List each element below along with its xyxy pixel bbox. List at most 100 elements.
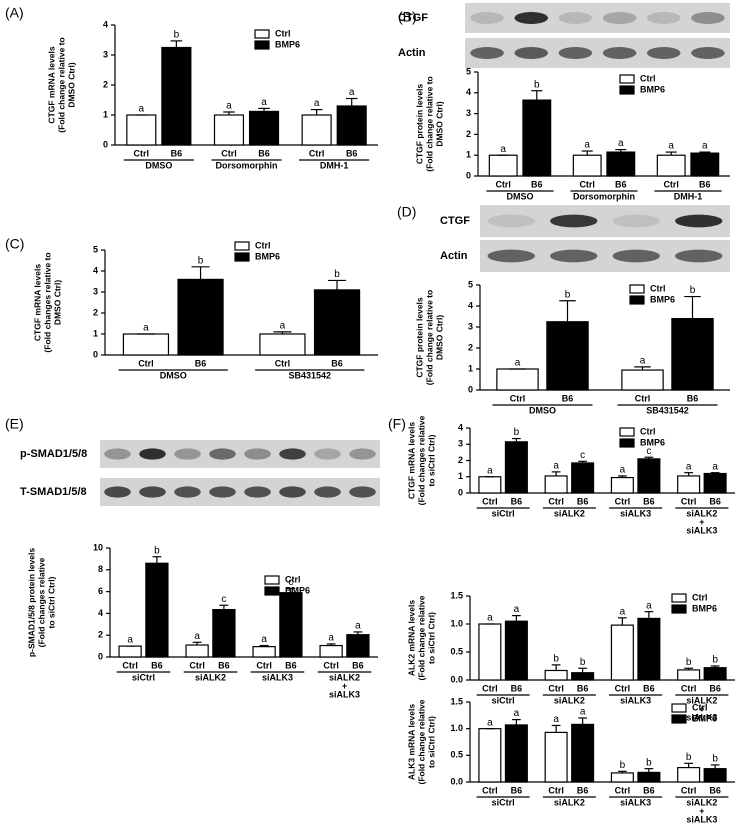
group-label: SB431542 [288, 370, 331, 380]
significance-letter: a [553, 461, 559, 472]
y-axis-label: (Fold changes relative [416, 415, 426, 505]
group-label: siCtrl [492, 508, 515, 518]
bar [478, 728, 502, 783]
legend-label: BMP6 [640, 84, 665, 94]
significance-letter: c [288, 577, 293, 588]
y-axis-label: DMSO Ctrl) [434, 101, 444, 147]
legend-swatch [671, 593, 687, 603]
bar [319, 644, 343, 658]
blot-band [314, 448, 341, 460]
blot-band [558, 12, 593, 24]
blot-label: Actin [398, 47, 426, 59]
x-tick-label: Ctrl [482, 785, 498, 795]
x-tick-label: Ctrl [495, 179, 511, 189]
significance-letter: a [702, 141, 708, 152]
y-tick-label: 8 [98, 564, 103, 574]
y-axis-label: CTGF mRNA levels [406, 422, 416, 499]
bar [572, 154, 602, 177]
group-label: siALK3 [686, 814, 717, 824]
legend-label: Ctrl [640, 73, 656, 83]
significance-letter: a [553, 714, 559, 725]
blot-label: p-SMAD1/5/8 [20, 448, 87, 460]
x-tick-label: Ctrl [221, 148, 237, 158]
x-tick-label: B6 [511, 785, 523, 795]
y-tick-label: 0.0 [450, 674, 463, 684]
group-label: siALK3 [620, 695, 651, 705]
significance-letter: b [198, 255, 204, 266]
group-label: siALK2 [686, 695, 717, 705]
blot-band [244, 448, 271, 460]
bar [637, 458, 661, 494]
bar [279, 592, 303, 658]
group-label: DMSO [507, 191, 534, 201]
significance-letter: b [154, 545, 160, 556]
significance-letter: a [668, 141, 674, 152]
panel-label: (F) [388, 416, 406, 432]
significance-letter: a [139, 104, 145, 115]
bar [496, 368, 539, 391]
y-axis-label: DMSO Ctrl) [52, 280, 62, 326]
blot-band [139, 448, 166, 460]
panel: (D) CTGF Actin 0 1 2 3 4 5 CTGF protein levels (Fo… [397, 204, 730, 415]
bar [571, 462, 595, 494]
x-tick-label: B6 [171, 148, 183, 158]
blot-band [646, 47, 681, 59]
bar [488, 154, 518, 177]
significance-letter: c [221, 594, 226, 605]
blot-band [279, 448, 306, 460]
x-tick-label: Ctrl [615, 785, 631, 795]
legend-label: BMP6 [692, 713, 717, 723]
significance-letter: b [712, 754, 718, 765]
significance-letter: a [580, 707, 586, 718]
bar [703, 768, 727, 783]
blot-band [174, 448, 201, 460]
bar [126, 114, 157, 146]
x-tick-label: B6 [511, 496, 523, 506]
group-label: siALK3 [262, 672, 293, 682]
significance-letter: a [355, 621, 361, 632]
significance-letter: a [487, 465, 493, 476]
y-tick-label: 2 [458, 455, 463, 465]
group-label: SB431542 [646, 405, 689, 415]
group-label: DMSO [529, 405, 556, 415]
bar [677, 766, 701, 783]
y-tick-label: 2 [468, 342, 473, 352]
bar [478, 623, 502, 681]
x-tick-label: Ctrl [615, 496, 631, 506]
group-label: siALK2 [195, 672, 226, 682]
legend-label: BMP6 [285, 585, 310, 595]
blot-band [691, 47, 725, 59]
y-tick-label: 1 [458, 471, 463, 481]
y-tick-label: 3 [468, 321, 473, 331]
bar [301, 114, 332, 146]
significance-letter: a [646, 600, 652, 611]
y-tick-label: 0 [98, 651, 103, 661]
group-label: siCtrl [132, 672, 155, 682]
legend-swatch [671, 703, 687, 713]
significance-letter: a [514, 604, 520, 615]
bar [259, 333, 306, 356]
group-label: siCtrl [492, 695, 515, 705]
significance-letter: a [314, 98, 320, 109]
y-tick-label: 3 [103, 49, 108, 59]
significance-letter: b [553, 654, 559, 665]
x-tick-label: Ctrl [309, 148, 325, 158]
blot-band [470, 47, 504, 59]
bar [544, 475, 568, 494]
y-axis-label: CTGF mRNA levels [32, 264, 42, 341]
panel: (C) 0 1 2 3 4 5 CTGF mRNA levels (Fold changes r… [5, 236, 378, 380]
blot-band [602, 47, 637, 59]
bar [313, 289, 361, 356]
x-tick-label: Ctrl [256, 660, 272, 670]
y-axis-label: (Fold change relative to [56, 37, 66, 132]
blot-band [279, 486, 306, 498]
y-axis-label: ALK3 mRNA levels [406, 704, 416, 780]
group-label: + [342, 681, 347, 691]
group-label: + [699, 517, 704, 527]
bar [478, 476, 502, 494]
legend-label: Ctrl [692, 702, 708, 712]
x-tick-label: B6 [562, 393, 574, 403]
y-tick-label: 1 [468, 363, 473, 373]
blot-band [487, 214, 535, 228]
